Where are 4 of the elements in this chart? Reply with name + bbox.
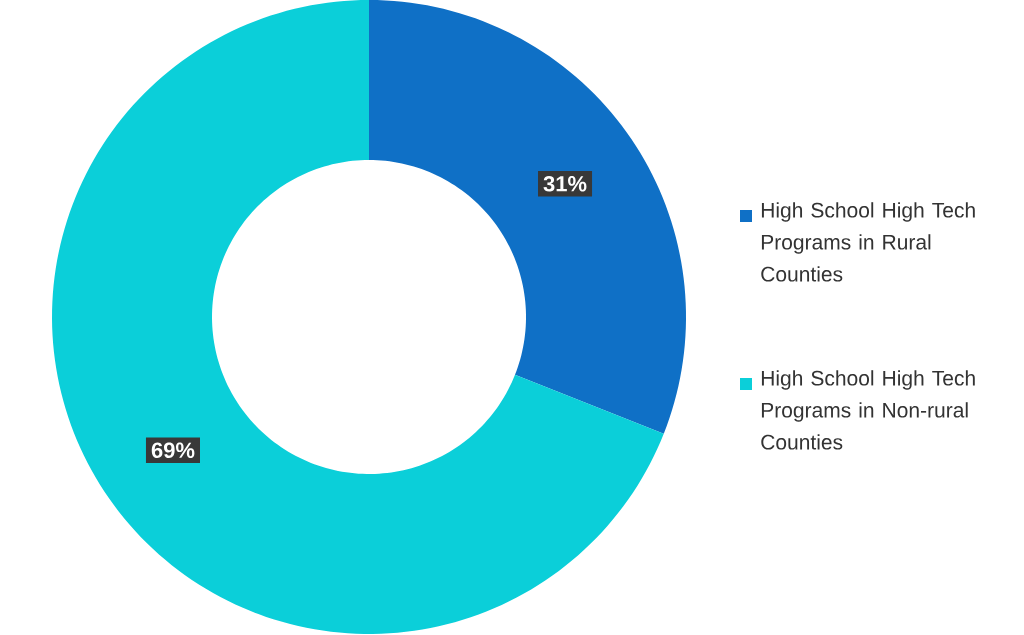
- data-label: 31%: [543, 175, 587, 192]
- legend-label: High School High Tech Programs in Rural Counties: [761, 202, 975, 282]
- legend-label: High School High Tech Programs in Non-rural Counties: [761, 370, 975, 450]
- data-label: 69%: [151, 442, 195, 458]
